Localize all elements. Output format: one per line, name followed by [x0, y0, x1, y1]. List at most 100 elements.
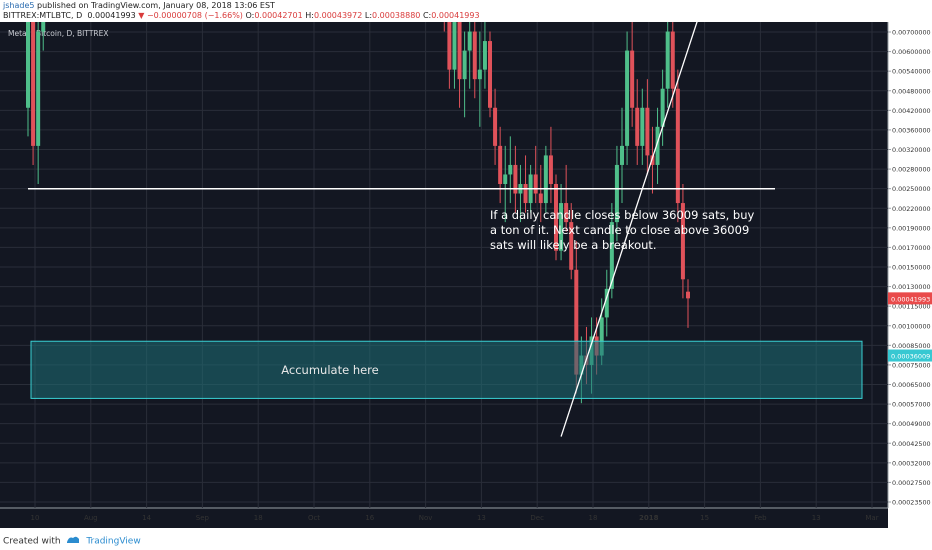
candle-body [660, 88, 665, 127]
y-tick-label: 0.00032000 [892, 459, 931, 467]
candle-body [614, 164, 619, 223]
candle-body [686, 291, 690, 299]
author-link[interactable]: jshade5 [3, 1, 35, 10]
candle-body [625, 50, 630, 146]
candle-body [670, 31, 675, 89]
y-tick-label: 0.00085000 [892, 342, 931, 350]
tradingview-brand-link[interactable]: TradingView [86, 536, 141, 547]
x-tick-label: 14 [142, 514, 151, 522]
candle-body [41, 0, 46, 32]
y-tick-label: 0.00027500 [892, 479, 931, 487]
y-tick-label: 0.00190000 [892, 224, 931, 232]
x-tick-label: Nov [419, 514, 433, 522]
y-tick-label: 0.00170000 [892, 244, 931, 252]
candle-body [635, 107, 640, 146]
candle-body [452, 12, 457, 70]
candle-body [467, 31, 472, 51]
y-tick-label: 0.00075000 [892, 361, 931, 369]
candle-body [482, 41, 487, 70]
candle-body [477, 69, 482, 80]
candle-body [554, 184, 558, 251]
candle-body [508, 164, 513, 175]
annotation-text-line: sats will likely be a breakout. [490, 238, 657, 252]
candle-body [538, 193, 543, 204]
candle-body [548, 155, 553, 184]
close-label: C: [422, 11, 432, 20]
y-tick-label: 0.00420000 [892, 107, 931, 115]
x-tick-label: Oct [308, 514, 320, 522]
y-tick-label: 0.00360000 [892, 126, 931, 134]
x-tick-label: 16 [365, 514, 374, 522]
tradingview-logo-icon [66, 535, 80, 547]
x-tick-label: Sep [196, 514, 210, 522]
candlestick-chart[interactable]: 0.00700000 0.00600000 0.00540000 0.00480000… [0, 0, 932, 528]
price-change: −0.00000708 (−1.66%) [146, 11, 243, 20]
candle-body [36, 31, 41, 146]
candle-body [533, 174, 538, 194]
publisher-line: jshade5 published on TradingView.com, Ja… [3, 1, 275, 10]
x-tick-label: 2018 [639, 514, 659, 522]
candle-body [493, 107, 498, 146]
symbol-label: BITTREX:MTLBTC, D [3, 11, 83, 20]
candle-body [645, 107, 650, 156]
candle-body [462, 50, 467, 80]
candle-body [630, 50, 635, 108]
price-axis-background [888, 22, 932, 528]
candle-body [569, 222, 574, 270]
candle-body [498, 145, 503, 184]
x-tick-label: 18 [254, 514, 263, 522]
y-tick-label: 0.00700000 [892, 29, 931, 37]
candle-body [650, 155, 655, 165]
symbol-line: BITTREX:MTLBTC, D 0.00041993 ▼ −0.000007… [3, 11, 480, 20]
y-tick-label: 0.00042500 [892, 440, 931, 448]
footer: Created with TradingView [0, 530, 932, 550]
y-tick-label: 0.00250000 [892, 185, 931, 193]
candle-body [488, 41, 492, 108]
candle-body [559, 203, 564, 251]
x-tick-label: 15 [700, 514, 709, 522]
candle-body [513, 164, 518, 194]
x-tick-label: Mar [865, 514, 878, 522]
chart-header: jshade5 published on TradingView.com, Ja… [0, 0, 932, 22]
x-tick-label: 13 [477, 514, 486, 522]
low-label: L: [364, 11, 373, 20]
candle-body [675, 88, 680, 204]
zone-price-tag [888, 349, 932, 362]
zone-price-tag-label: 0.00036009 [891, 353, 930, 361]
change-down-icon: ▼ [138, 11, 145, 20]
y-tick-label: 0.00130000 [892, 283, 931, 291]
annotation-text-line: a ton of it. Next candle to close above … [490, 223, 749, 237]
candle-body [523, 184, 528, 204]
created-with-text: Created with [3, 536, 61, 547]
candle-body [447, 12, 452, 70]
low-value: 0.00038880 [372, 11, 421, 20]
chart-title: Metal / Bitcoin, D, BITTREX [8, 29, 109, 38]
y-tick-label: 0.00150000 [892, 264, 931, 272]
plot-background [0, 22, 888, 528]
candle-body [574, 269, 579, 375]
candle-body [655, 126, 660, 165]
y-tick-label: 0.00057000 [892, 401, 931, 409]
candle-body [31, 12, 36, 146]
y-tick-label: 0.00065000 [892, 381, 931, 389]
candle-body [457, 12, 462, 80]
y-tick-label: 0.00049000 [892, 420, 931, 428]
accumulation-zone [30, 340, 863, 399]
candle-body [665, 31, 670, 89]
candle-body [604, 288, 609, 318]
y-tick-label: 0.00540000 [892, 68, 931, 76]
ascending-trendline [560, 0, 705, 437]
candle-body [609, 222, 614, 289]
high-value: 0.00043972 [313, 11, 363, 20]
y-tick-label: 0.00600000 [892, 48, 931, 56]
x-tick-label: Dec [530, 514, 544, 522]
high-label: H: [305, 11, 314, 20]
candle-body [26, 12, 30, 108]
chart-area[interactable]: 0.00700000 0.00600000 0.00540000 0.00480000… [0, 0, 932, 528]
y-tick-label: 0.00100000 [892, 322, 931, 330]
y-tick-label: 0.00320000 [892, 146, 931, 154]
y-tick-label: 0.00115000 [892, 303, 931, 311]
candle-body [564, 203, 569, 223]
open-value: 0.00042701 [254, 11, 303, 20]
x-tick-label: 18 [589, 514, 598, 522]
